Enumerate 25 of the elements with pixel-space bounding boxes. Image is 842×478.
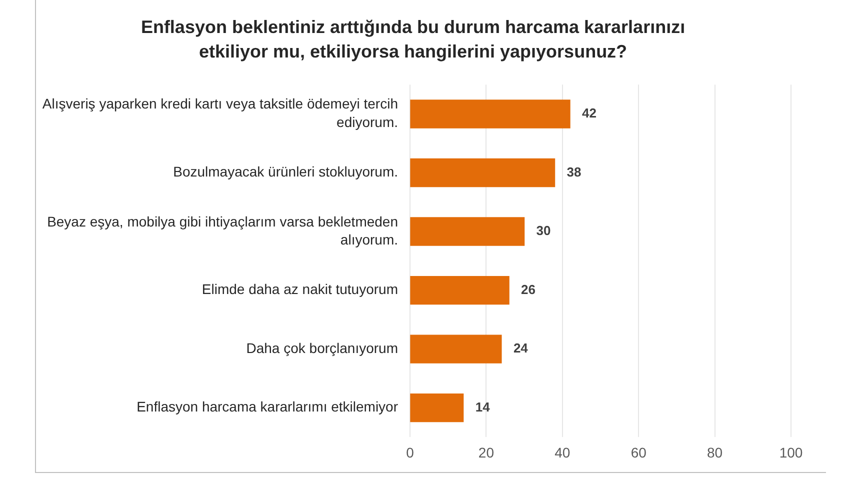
- y-tick-label: Daha çok borçlanıyorum: [246, 340, 398, 356]
- x-tick-label: 100: [779, 444, 803, 460]
- data-label: 14: [475, 399, 491, 414]
- bar: [410, 217, 525, 246]
- x-tick-label: 60: [630, 444, 647, 460]
- y-tick-label: Enflasyon harcama kararlarımı etkilemiyor: [136, 398, 398, 415]
- bar: [410, 334, 502, 364]
- x-tick-label: 80: [707, 444, 723, 460]
- bar: [410, 276, 510, 305]
- data-label: 30: [536, 223, 551, 238]
- x-tick-label: 0: [406, 444, 414, 460]
- bar: [410, 393, 464, 422]
- data-label: 26: [521, 282, 536, 297]
- data-label: 42: [582, 106, 596, 121]
- y-tick-label: Alışveriş yaparken kredi kartı veya taksitle ödemeyi tercih ediyorum.: [42, 96, 398, 130]
- chart-title: Enflasyon beklentiniz arttığında bu durum harcama kararlarınızı etkiliyor mu, etkiliyorsa hangilerini yapıyorsunuz?: [140, 17, 686, 62]
- data-label: 24: [513, 340, 529, 356]
- x-tick-label: 40: [554, 444, 570, 460]
- bar: [410, 158, 556, 188]
- bar: [410, 100, 570, 128]
- y-tick-label: Beyaz eşya, mobilya gibi ihtiyaçlarım varsa bekletmeden alıyorum.: [47, 213, 398, 248]
- y-tick-label: Bozulmayacak ürünleri stokluyorum.: [173, 164, 398, 180]
- y-tick-label: Elimde daha az nakit tutuyorum: [202, 281, 398, 298]
- data-label: 38: [566, 164, 582, 180]
- x-tick-label: 20: [478, 444, 494, 460]
